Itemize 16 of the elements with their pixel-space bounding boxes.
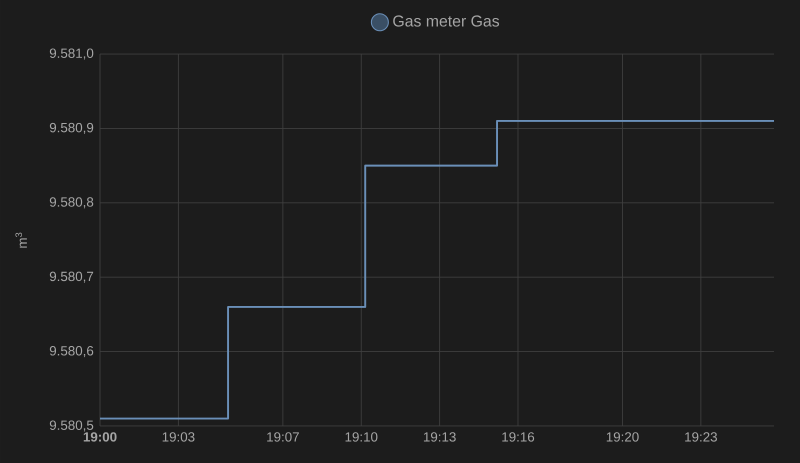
y-tick-label: 9.580,6 xyxy=(50,346,94,358)
x-tick-label: 19:03 xyxy=(162,432,194,442)
y-tick-label: 9.580,9 xyxy=(50,122,94,134)
y-tick-label: 9.580,7 xyxy=(50,272,94,283)
legend-label: Gas meter Gas xyxy=(393,15,500,27)
y-tick-label: 9.580,8 xyxy=(50,197,94,208)
x-tick-label: 19:00 xyxy=(84,432,117,442)
x-tick-label: 19:20 xyxy=(606,432,639,442)
y-tick-label: 9.581,0 xyxy=(50,48,94,60)
x-tick-label: 19:16 xyxy=(502,432,534,442)
y-tick-label: 9.580,5 xyxy=(50,420,94,432)
x-tick-label: 19:23 xyxy=(685,432,717,442)
x-tick-label: 19:10 xyxy=(346,432,378,442)
y-axis-title: m$^{3}$ xyxy=(15,232,27,248)
x-tick-label: 19:07 xyxy=(267,432,299,442)
x-tick-label: 19:13 xyxy=(424,432,456,442)
